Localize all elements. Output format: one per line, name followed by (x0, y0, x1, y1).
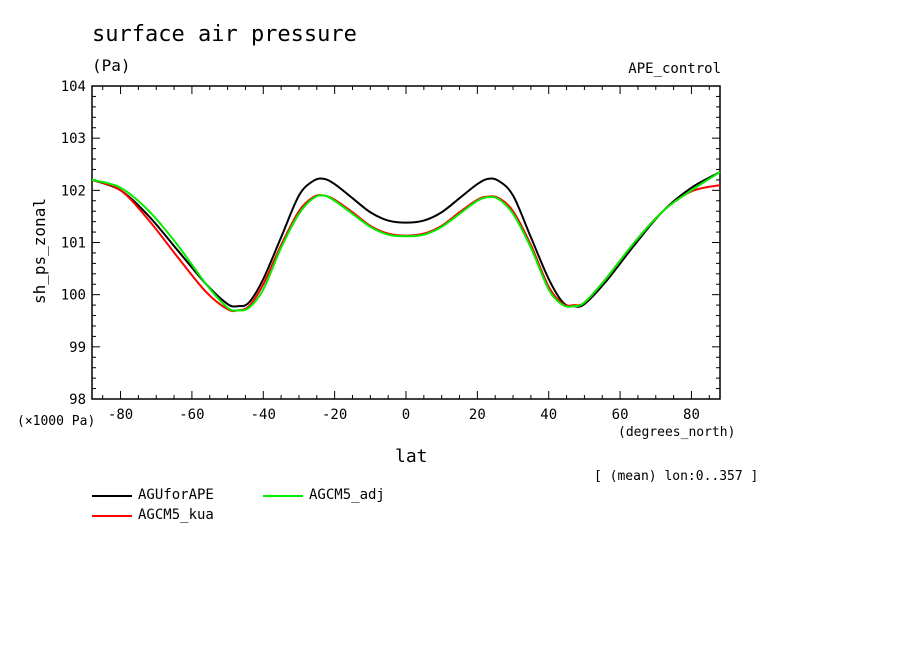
x-tick-label: 60 (612, 407, 629, 423)
legend-label: AGUforAPE (138, 487, 214, 503)
series-line-agcm5-adj (91, 171, 721, 312)
legend-swatch (92, 515, 132, 517)
x-axis-label: lat (395, 446, 428, 467)
x-tick-label: -20 (322, 407, 347, 423)
plot-frame (91, 85, 721, 400)
chart-title: surface air pressure (92, 22, 357, 47)
x-tick-label: 40 (540, 407, 557, 423)
x-tick-label: 20 (469, 407, 486, 423)
legend-swatch (263, 495, 303, 497)
x-unit-label: (degrees_north) (618, 425, 736, 440)
y-tick-label: 101 (61, 236, 86, 252)
y-tick-label: 99 (69, 340, 86, 356)
series-line-aguforape (91, 171, 721, 308)
legend-label: AGCM5_adj (309, 487, 385, 503)
x-tick-label: -60 (179, 407, 204, 423)
experiment-label: APE_control (628, 61, 721, 77)
averaging-note: [ (mean) lon:0..357 ] (594, 469, 759, 484)
legend-label: AGCM5_kua (138, 507, 214, 523)
series-line-agcm5-kua (91, 178, 721, 313)
chart-units: (Pa) (92, 56, 131, 75)
y-tick-label: 102 (61, 183, 86, 199)
y-tick-label: 100 (61, 288, 86, 304)
x-tick-label: 0 (402, 407, 410, 423)
x-tick-label: 80 (683, 407, 700, 423)
y-tick-label: 98 (69, 392, 86, 408)
x-tick-label: -80 (108, 407, 133, 423)
y-scale-label: (×1000 Pa) (17, 414, 96, 429)
y-tick-label: 103 (61, 131, 86, 147)
legend-swatch (92, 495, 132, 497)
y-tick-label: 104 (61, 79, 86, 95)
x-tick-label: -40 (251, 407, 276, 423)
